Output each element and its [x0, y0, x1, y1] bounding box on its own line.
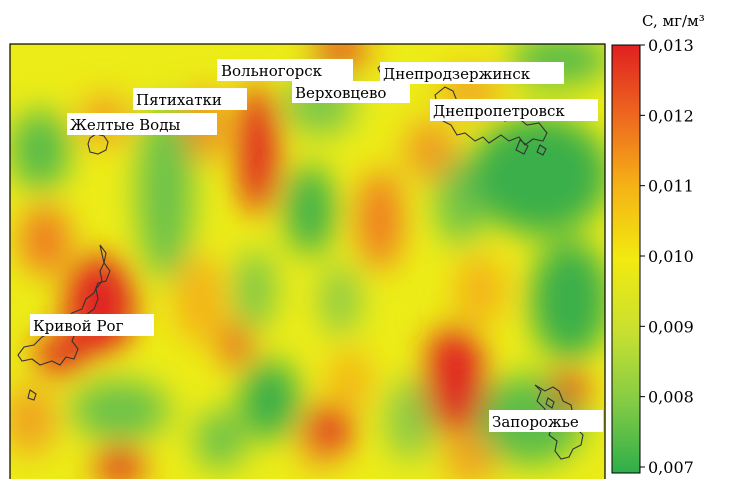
svg-text:Кривой Рог: Кривой Рог [33, 317, 124, 335]
city-label-krivoy-rog: Кривой Рог [30, 314, 154, 336]
svg-text:Верховцево: Верховцево [295, 84, 386, 102]
city-label-dnepropetrovsk: Днепропетровск [430, 99, 598, 121]
krivoy-rog-outline [17, 244, 111, 401]
map-frame [9, 43, 606, 479]
svg-text:Желтые Воды: Желтые Воды [70, 116, 180, 134]
city-label-pyatikhatki: Пятихатки [133, 88, 247, 110]
colorbar-tick-label: 0,013 [648, 36, 694, 55]
city-label-dneprodzerzhinsk: Днепродзержинск [380, 62, 564, 84]
svg-text:Днепропетровск: Днепропетровск [433, 102, 565, 120]
svg-text:Пятихатки: Пятихатки [136, 91, 222, 109]
svg-text:Запорожье: Запорожье [492, 413, 579, 431]
colorbar-tick-label: 0,007 [648, 458, 694, 477]
colorbar-tick-label: 0,010 [648, 247, 694, 266]
colorbar-tick-label: 0,008 [648, 388, 694, 407]
colorbar: C, мг/м³ 0,0130,0120,0110,0100,0090,0080… [611, 12, 705, 477]
city-label-verkhovtsevo: Верховцево [292, 81, 410, 103]
colorbar-ticks: 0,013 0,012 0,011 0,010 0,009 0,008 0,007 [640, 36, 694, 477]
colorbar-unit-label: C, мг/м³ [642, 12, 705, 30]
colorbar-gradient [611, 44, 641, 474]
colorbar-tick-label: 0,009 [648, 317, 694, 336]
city-label-zaporozhye: Запорожье [489, 410, 603, 432]
svg-text:Вольногорск: Вольногорск [221, 62, 323, 80]
svg-text:Днепродзержинск: Днепродзержинск [383, 65, 531, 83]
heatmap-area: Вольногорск Днепродзержинск Пятихатки Ве… [10, 44, 605, 479]
colorbar-tick-label: 0,012 [648, 106, 694, 125]
city-label-volnogorsk: Вольногорск [217, 59, 353, 81]
colorbar-tick-label: 0,011 [648, 177, 694, 196]
city-label-zheltye-vody: Желтые Воды [67, 113, 217, 135]
